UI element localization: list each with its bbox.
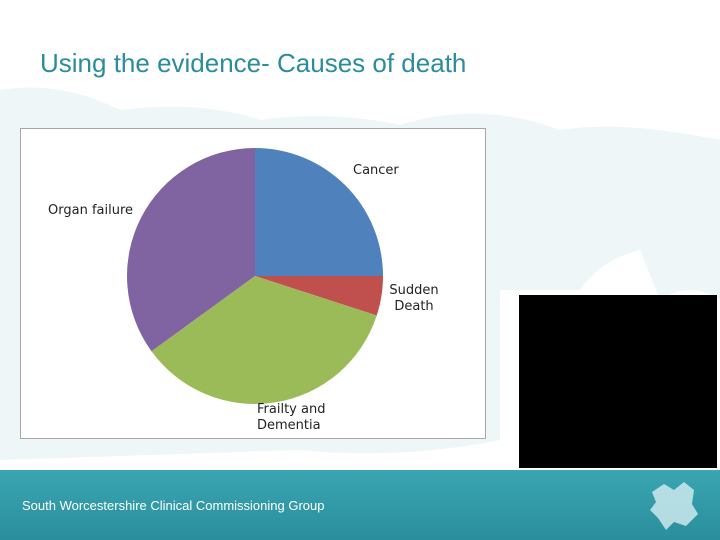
pie-slice	[127, 148, 255, 352]
slice-label: Sudden Death	[389, 283, 439, 314]
pie-slice	[255, 148, 383, 276]
video-placeholder	[519, 295, 717, 468]
footer-bar: South Worcestershire Clinical Commission…	[0, 470, 720, 540]
slice-label: Organ failure	[48, 203, 134, 218]
logo-shape	[650, 482, 698, 530]
slice-label: Cancer	[353, 163, 399, 178]
pie-chart	[127, 148, 383, 404]
logo-map	[650, 482, 698, 530]
chart-frame: Cancer Sudden Death Frailty and Dementia Or…	[20, 128, 486, 439]
slice-label: Frailty and Dementia	[257, 402, 326, 433]
organization-name: South Worcestershire Clinical Commission…	[22, 498, 325, 513]
slide-title: Using the evidence- Causes of death	[40, 48, 467, 78]
pie-slice	[255, 276, 383, 316]
pie-slice	[151, 276, 377, 404]
